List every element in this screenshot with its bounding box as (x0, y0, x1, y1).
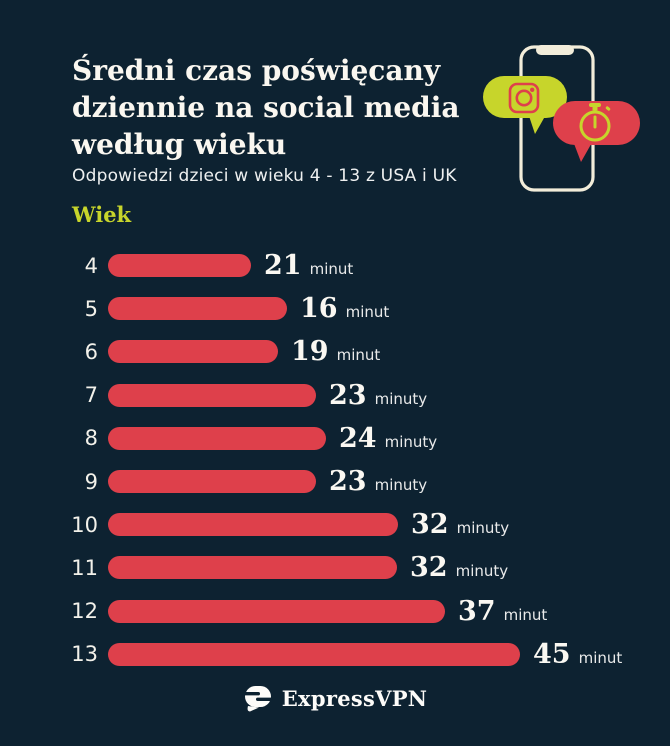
value-unit: minuty (456, 519, 510, 538)
bar (108, 513, 398, 537)
bar (108, 297, 287, 321)
expressvpn-logo-icon (242, 684, 273, 712)
instagram-icon (508, 82, 540, 114)
bar (108, 383, 316, 407)
value-number: 23 (329, 379, 367, 411)
value-unit: minut (503, 605, 548, 624)
age-label: 7 (84, 383, 98, 408)
value-number: 16 (300, 293, 338, 325)
chart-row-age-13: 13 45 minut (0, 633, 670, 676)
instagram-bubble-icon (483, 76, 567, 134)
chart-row-age-5: 5 16 minut (0, 287, 670, 330)
value-unit: minut (336, 346, 381, 365)
value-number: 24 (339, 422, 377, 454)
bar (108, 340, 278, 364)
chart-row-age-4: 4 21 minut (0, 244, 670, 287)
age-label: 6 (84, 339, 98, 364)
value-unit: minut (309, 260, 354, 279)
age-label: 11 (71, 555, 98, 580)
value-label: 32 minuty (411, 509, 509, 540)
phone-social-illustration (478, 33, 648, 202)
bar (108, 470, 316, 494)
age-label: 5 (84, 296, 98, 321)
bar-chart: 4 21 minut 5 16 minut 6 19 minut 7 23 minuty… (0, 244, 670, 676)
value-label: 24 minuty (339, 423, 437, 454)
y-axis-label: Wiek (72, 202, 132, 227)
age-label: 8 (84, 426, 98, 451)
bar (108, 642, 520, 666)
bar (108, 556, 397, 580)
value-number: 32 (410, 552, 448, 584)
value-number: 32 (411, 509, 449, 541)
bar (108, 599, 445, 623)
illustration-svg (483, 45, 640, 192)
chart-row-age-11: 11 32 minuty (0, 546, 670, 589)
title-line-2: dziennie na social media (72, 91, 460, 124)
chart-row-age-8: 8 24 minuty (0, 417, 670, 460)
value-number: 45 (533, 638, 571, 670)
value-unit: minut (345, 303, 390, 322)
value-label: 23 minuty (329, 466, 427, 497)
chart-row-age-9: 9 23 minuty (0, 460, 670, 503)
value-number: 21 (264, 250, 302, 282)
chart-row-age-7: 7 23 minuty (0, 374, 670, 417)
bar (108, 426, 326, 450)
page-title: Średni czas poświęcany dziennie na socia… (72, 52, 460, 163)
value-number: 23 (329, 466, 367, 498)
value-unit: minuty (384, 432, 438, 451)
value-number: 19 (291, 336, 329, 368)
value-label: 16 minut (300, 293, 389, 324)
age-label: 12 (71, 599, 98, 624)
value-label: 21 minut (264, 250, 353, 281)
value-label: 45 minut (533, 639, 622, 670)
bar (108, 254, 251, 278)
age-label: 4 (84, 253, 98, 278)
chart-row-age-12: 12 37 minut (0, 590, 670, 633)
value-unit: minuty (455, 562, 509, 581)
value-unit: minut (578, 648, 623, 667)
value-label: 19 minut (291, 336, 380, 367)
age-label: 9 (84, 469, 98, 494)
title-line-3: według wieku (72, 128, 287, 161)
chart-row-age-6: 6 19 minut (0, 330, 670, 373)
stopwatch-bubble-icon (553, 101, 640, 162)
value-number: 37 (458, 595, 496, 627)
subtitle: Odpowiedzi dzieci w wieku 4 - 13 z USA i… (72, 166, 457, 186)
value-label: 37 minut (458, 596, 547, 627)
value-unit: minuty (374, 476, 428, 495)
value-label: 32 minuty (410, 552, 508, 583)
stopwatch-icon (579, 103, 611, 142)
value-unit: minuty (374, 389, 428, 408)
title-line-1: Średni czas poświęcany (72, 54, 441, 87)
value-label: 23 minuty (329, 380, 427, 411)
chart-row-age-10: 10 32 minuty (0, 503, 670, 546)
age-label: 10 (71, 512, 98, 537)
age-label: 13 (71, 642, 98, 667)
brand-wordmark: ExpressVPN (281, 685, 428, 711)
footer: ExpressVPN (0, 684, 670, 712)
